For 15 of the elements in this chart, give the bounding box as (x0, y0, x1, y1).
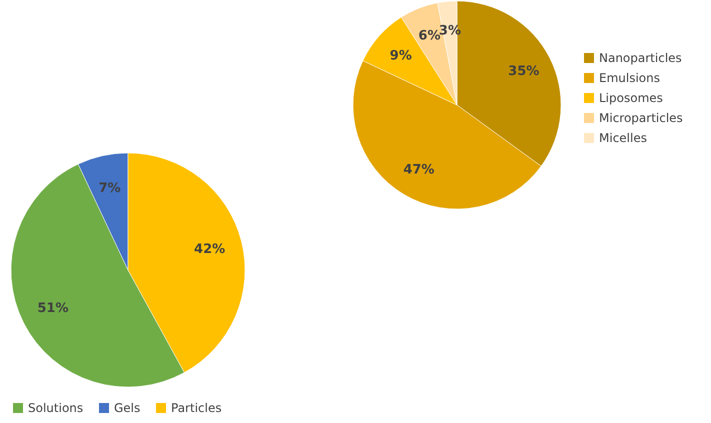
legend-label: Nanoparticles (599, 51, 682, 65)
legend-label: Gels (114, 401, 140, 415)
data-label: 6% (418, 28, 440, 44)
data-label: 35% (508, 64, 540, 80)
data-label: 51% (37, 301, 69, 316)
legend-label: Liposomes (599, 91, 663, 105)
legend-label: Solutions (28, 401, 84, 415)
legend-label: Particles (171, 401, 222, 415)
legend-label: Emulsions (599, 71, 660, 85)
data-label: 47% (403, 162, 434, 178)
data-label: 9% (390, 48, 412, 64)
data-label: 42% (194, 242, 226, 258)
legend-label: Micelles (599, 131, 647, 145)
legend-label: Microparticles (599, 111, 683, 125)
data-label: 7% (98, 180, 121, 196)
